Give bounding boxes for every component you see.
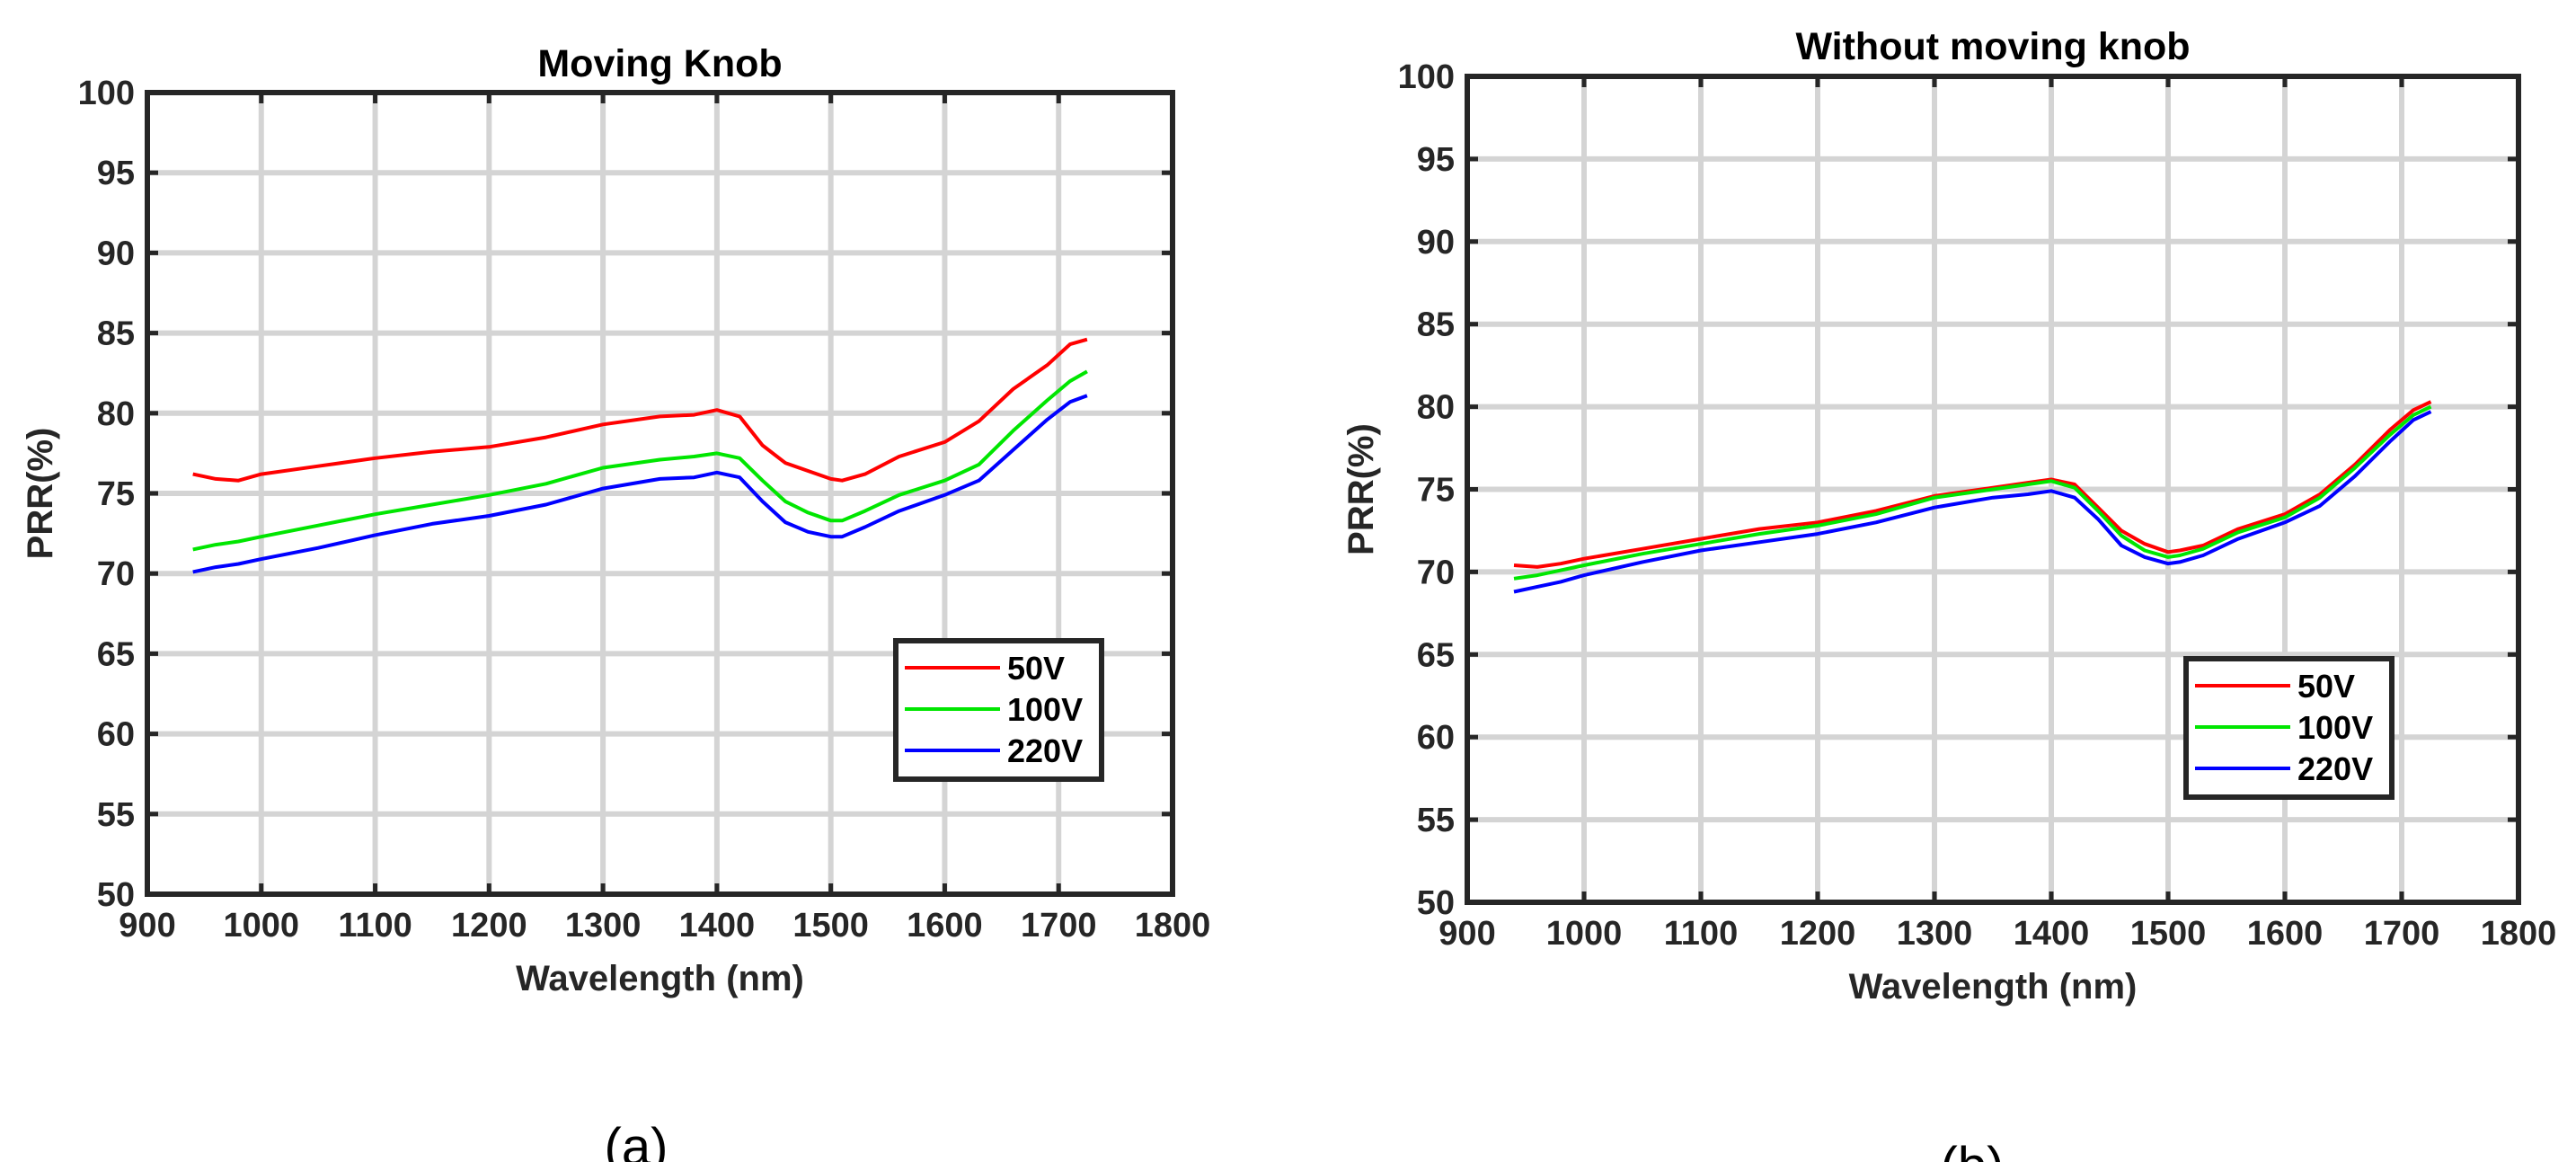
plot-frame: [1465, 74, 2521, 905]
y-tick-label: 50: [1417, 884, 1455, 922]
x-tick-label: 900: [119, 907, 175, 945]
x-tick-label: 1000: [224, 907, 300, 945]
x-tick-label: 1500: [2130, 915, 2207, 953]
y-tick-label: 55: [1417, 802, 1455, 839]
x-tick-label: 1300: [1897, 915, 1973, 953]
x-axis-label: Wavelength (nm): [516, 959, 804, 998]
chart-title: Moving Knob: [537, 42, 782, 85]
legend-label-100v: 100V: [2297, 709, 2373, 746]
x-tick-label: 1400: [2014, 915, 2090, 953]
chart-panel-b: 900 1000 1100 1200 1300 1400 1500 1600 1700 1800 5…: [1341, 25, 2556, 1162]
series-line-100v: [1513, 404, 2432, 581]
y-tick-label: 95: [1417, 141, 1455, 179]
chart-title: Without moving knob: [1795, 25, 2190, 68]
y-tick-label: 90: [97, 235, 135, 272]
series-line-220v: [192, 394, 1088, 574]
y-tick-label: 55: [97, 796, 135, 834]
series-line-100v: [192, 369, 1088, 552]
chart-panel-a: 900 1000 1100 1200 1300 1400 1500 1600 1700 1800 5…: [21, 42, 1210, 1162]
y-tick-label: 80: [1417, 389, 1455, 427]
y-tick-label: 60: [97, 716, 135, 754]
y-tick-label: 95: [97, 155, 135, 192]
x-tick-label: 1300: [565, 907, 642, 945]
x-tick-label: 1500: [792, 907, 869, 945]
legend-label-50v: 50V: [2297, 668, 2355, 705]
y-tick-label: 70: [97, 555, 135, 593]
legend-label-220v: 220V: [2297, 750, 2373, 787]
y-tick-label: 60: [1417, 719, 1455, 757]
x-tick-label: 1700: [2364, 915, 2440, 953]
legend: 50V 100V 220V: [893, 638, 1104, 782]
x-tick-label: 900: [1438, 915, 1495, 953]
y-tick-label: 85: [97, 315, 135, 353]
series-line-50v: [192, 337, 1088, 483]
y-axis-label: PRR(%): [21, 428, 60, 560]
y-tick-label: 100: [78, 75, 135, 112]
panel-caption: (a): [605, 1118, 668, 1162]
y-axis-label: PRR(%): [1341, 423, 1381, 555]
y-tick-label: 90: [1417, 224, 1455, 262]
x-tick-label: 1600: [907, 907, 983, 945]
x-tick-label: 1400: [679, 907, 756, 945]
legend-label-100v: 100V: [1007, 691, 1083, 728]
x-axis-label: Wavelength (nm): [1849, 967, 2138, 1007]
y-tick-label: 100: [1398, 58, 1455, 96]
series-line-50v: [1513, 400, 2432, 569]
y-tick-label: 75: [97, 475, 135, 513]
y-tick-label: 85: [1417, 306, 1455, 344]
plot-frame: [145, 90, 1175, 897]
x-tick-label: 1100: [338, 907, 412, 945]
series-line-220v: [1513, 410, 2432, 594]
y-tick-label: 70: [1417, 554, 1455, 591]
x-tick-label: 1200: [451, 907, 527, 945]
y-tick-label: 75: [1417, 472, 1455, 510]
x-tick-label: 1700: [1021, 907, 1097, 945]
x-tick-label: 1100: [1664, 915, 1738, 953]
x-tick-label: 1600: [2247, 915, 2324, 953]
y-tick-label: 65: [97, 635, 135, 673]
y-tick-label: 65: [1417, 636, 1455, 674]
x-tick-label: 1000: [1546, 915, 1623, 953]
y-tick-label: 80: [97, 395, 135, 433]
y-tick-label: 50: [97, 876, 135, 914]
x-tick-label: 1200: [1780, 915, 1856, 953]
x-tick-label: 1800: [2481, 915, 2557, 953]
legend: 50V 100V 220V: [2183, 656, 2395, 800]
legend-label-50v: 50V: [1007, 650, 1065, 687]
x-tick-label: 1800: [1135, 907, 1211, 945]
panel-caption: (b): [1941, 1137, 2005, 1162]
legend-label-220v: 220V: [1007, 732, 1083, 769]
